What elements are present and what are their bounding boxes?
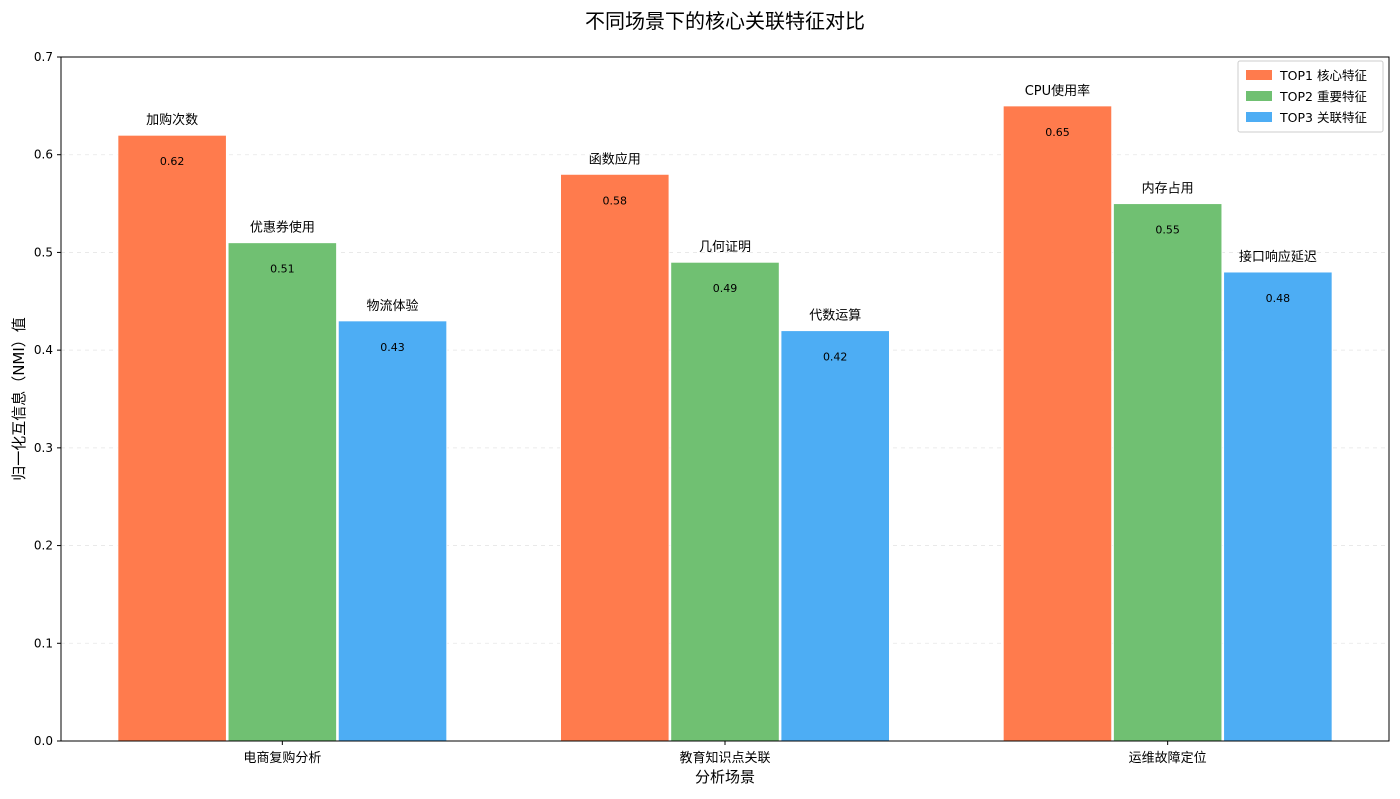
bar (337, 320, 448, 742)
y-tick-label: 0.2 (34, 539, 53, 553)
legend-swatch (1246, 91, 1272, 101)
bar (670, 261, 780, 742)
bars (117, 105, 1333, 742)
bar-feature-label: 几何证明 (699, 239, 751, 255)
bar-value-label: 0.43 (380, 341, 405, 354)
legend-entry-label: TOP2 重要特征 (1279, 89, 1367, 104)
bar (1002, 105, 1113, 742)
bar (1112, 203, 1223, 742)
x-tick-label: 运维故障定位 (1129, 751, 1207, 766)
bar (780, 330, 891, 742)
y-tick-label: 0.1 (34, 636, 53, 650)
x-axis-label: 分析场景 (695, 768, 755, 786)
bar-feature-label: 代数运算 (809, 309, 861, 324)
y-tick-label: 0.3 (34, 441, 53, 455)
bar-feature-label: 优惠券使用 (250, 220, 315, 236)
bar-value-label: 0.48 (1266, 292, 1291, 305)
y-tick-label: 0.0 (34, 734, 53, 748)
bar-value-label: 0.65 (1045, 126, 1070, 139)
bar-feature-label: 函数应用 (589, 151, 641, 167)
legend-swatch (1246, 112, 1272, 122)
y-tick-label: 0.6 (34, 148, 53, 162)
bar-value-label: 0.51 (270, 263, 295, 276)
bar-labels: 0.62 加购次数 0.51 优惠券使用 0.43 物流体验 0.58 函数应用 0.49 几何证… (146, 83, 1317, 364)
x-tick-label: 教育知识点关联 (679, 750, 770, 766)
y-axis-ticks: 0.0 0.1 0.2 0.3 0.4 0.5 0.6 0.7 (34, 50, 61, 748)
bar-feature-label: 内存占用 (1142, 181, 1194, 197)
y-axis-label: 归一化互信息（NMI）值 (10, 317, 28, 481)
x-tick-label: 电商复购分析 (243, 750, 321, 766)
y-tick-label: 0.7 (34, 50, 53, 64)
legend-swatch (1246, 70, 1272, 80)
bar (560, 173, 670, 742)
bar-feature-label: CPU使用率 (1025, 83, 1090, 99)
bar-value-label: 0.49 (713, 282, 738, 295)
y-tick-label: 0.5 (34, 245, 53, 259)
bar-value-label: 0.55 (1155, 224, 1180, 237)
legend-entry-label: TOP1 核心特征 (1279, 68, 1367, 83)
legend: TOP1 核心特征 TOP2 重要特征 TOP3 关联特征 (1237, 60, 1384, 133)
bar-feature-label: 加购次数 (146, 112, 198, 128)
bar (117, 134, 227, 742)
y-tick-label: 0.4 (34, 343, 53, 357)
bar-feature-label: 接口响应延迟 (1239, 249, 1317, 265)
bar-value-label: 0.42 (823, 351, 848, 364)
bar-value-label: 0.58 (603, 194, 628, 207)
bar (227, 242, 338, 742)
bar-value-label: 0.62 (160, 155, 185, 168)
bar-feature-label: 物流体验 (367, 298, 419, 314)
x-axis-ticks: 电商复购分析 教育知识点关联 运维故障定位 (243, 741, 1207, 766)
legend-entry-label: TOP3 关联特征 (1279, 110, 1367, 125)
legend-frame (1237, 60, 1384, 133)
bar (1223, 271, 1333, 742)
chart-title: 不同场景下的核心关联特征对比 (585, 9, 865, 33)
